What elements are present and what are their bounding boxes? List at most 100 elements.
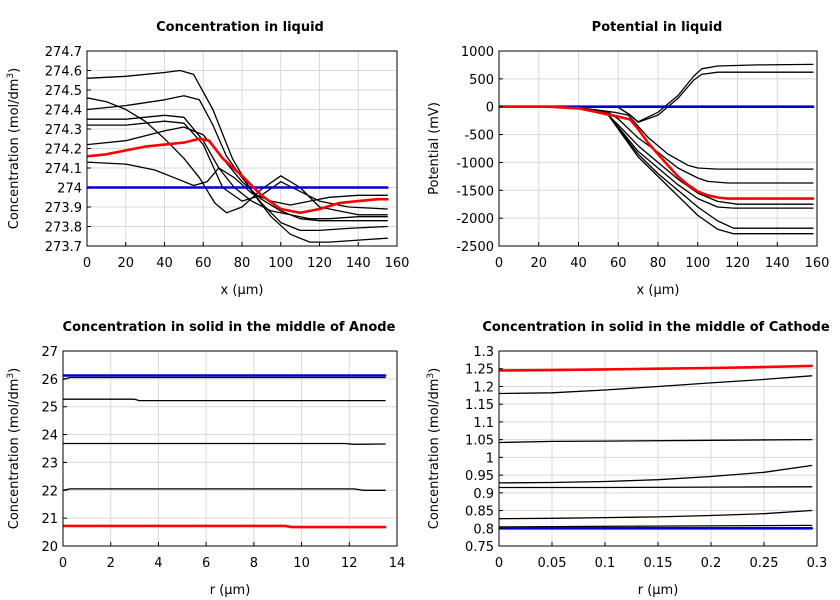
series-line-current bbox=[499, 105, 815, 200]
series-line-current bbox=[499, 364, 813, 372]
chart-title: Concentration in liquid bbox=[156, 20, 324, 35]
y-axis-label-main: Concentration (mol/dm bbox=[7, 379, 22, 530]
y-tick-label: 274.6 bbox=[45, 65, 82, 80]
x-tick-label: 0 bbox=[83, 256, 91, 271]
series-line-other bbox=[63, 398, 386, 402]
x-tick-label: 120 bbox=[307, 256, 332, 271]
y-tick-label: 24 bbox=[41, 429, 58, 444]
y-axis-label-main: Potential (mV) bbox=[427, 102, 442, 195]
y-tick-label: -1000 bbox=[456, 156, 494, 171]
chart-solid-cathode: 0 0.05 0.1 0.15 0.2 0.25 0.3 0.75 0.8 0.85 0.9 0.95… bbox=[426, 320, 830, 598]
y-tick-label: 0.85 bbox=[465, 505, 494, 520]
series-line-other bbox=[499, 464, 813, 484]
x-tick-label: 120 bbox=[725, 256, 750, 271]
y-tick-label: 0.75 bbox=[465, 540, 494, 555]
y-tick-label: 21 bbox=[41, 512, 58, 527]
y-axis-label-main: Concentration (mol/dm bbox=[7, 79, 22, 230]
series-line-other bbox=[499, 106, 814, 209]
chart-title: Concentration in solid in the middle of … bbox=[482, 320, 830, 335]
x-tick-label: 80 bbox=[650, 256, 667, 271]
x-tick-label: 20 bbox=[530, 256, 547, 271]
series-line-other bbox=[499, 71, 814, 123]
x-tick-label: 0 bbox=[495, 556, 503, 571]
x-tick-label: 40 bbox=[156, 256, 173, 271]
y-tick-label: 0.8 bbox=[473, 522, 494, 537]
y-tick-label: -2500 bbox=[456, 240, 494, 255]
y-axis-label-superscript: 3 bbox=[6, 73, 16, 79]
series-line-other bbox=[63, 442, 386, 445]
series-line-other bbox=[87, 161, 388, 206]
y-tick-label: 273.9 bbox=[45, 201, 82, 216]
y-tick-label: 1 bbox=[486, 451, 494, 466]
chart-title: Potential in liquid bbox=[592, 20, 723, 35]
y-tick-label: 20 bbox=[41, 540, 58, 555]
y-tick-label: 274.1 bbox=[45, 162, 82, 177]
x-tick-label: 0 bbox=[59, 556, 67, 571]
series-group bbox=[499, 63, 815, 235]
y-tick-label: 0.9 bbox=[473, 487, 494, 502]
y-tick-label: 500 bbox=[469, 73, 494, 88]
y-tick-label: 274.3 bbox=[45, 123, 82, 138]
series-line-other bbox=[63, 488, 386, 491]
y-tick-label: 274.7 bbox=[45, 45, 82, 60]
y-tick-label: 1.25 bbox=[465, 363, 494, 378]
x-tick-label: 4 bbox=[154, 556, 162, 571]
chart-liquid-potential: 0 20 40 60 80 100 120 140 160 -2500 -2000 -1500 -100… bbox=[427, 20, 829, 298]
y-tick-label: -500 bbox=[464, 129, 494, 144]
series-line-other bbox=[87, 114, 388, 220]
y-tick-label: 1.3 bbox=[473, 345, 494, 360]
x-tick-label: 60 bbox=[610, 256, 627, 271]
y-axis-label-superscript: 3 bbox=[6, 373, 16, 379]
y-tick-label: 1.05 bbox=[465, 434, 494, 449]
x-tick-label: 6 bbox=[202, 556, 210, 571]
x-tick-label: 14 bbox=[389, 556, 406, 571]
x-tick-label: 100 bbox=[685, 256, 710, 271]
y-tick-label: 1.1 bbox=[473, 416, 494, 431]
x-tick-label: 0.25 bbox=[750, 556, 779, 571]
series-group bbox=[87, 69, 389, 243]
series-line-current bbox=[63, 524, 387, 529]
x-tick-label: 0.2 bbox=[701, 556, 722, 571]
y-tick-label: 274.4 bbox=[45, 104, 82, 119]
y-axis-label-superscript: 3 bbox=[426, 373, 436, 379]
y-tick-label: 0 bbox=[486, 101, 494, 116]
x-tick-label: 0.05 bbox=[538, 556, 567, 571]
series-group bbox=[499, 364, 813, 530]
y-tick-label: 273.8 bbox=[45, 221, 82, 236]
y-tick-label: 274.5 bbox=[45, 84, 82, 99]
x-axis-label: x (µm) bbox=[221, 283, 264, 298]
x-tick-label: 8 bbox=[250, 556, 258, 571]
y-axis-label-end: ) bbox=[7, 368, 22, 373]
plot-frame bbox=[62, 350, 398, 547]
x-tick-label: 0 bbox=[495, 256, 503, 271]
series-line-other bbox=[499, 106, 814, 229]
x-tick-label: 160 bbox=[385, 256, 410, 271]
series-group bbox=[63, 374, 387, 529]
x-tick-label: 100 bbox=[268, 256, 293, 271]
series-line-other bbox=[499, 509, 813, 520]
y-tick-label: 1.2 bbox=[473, 380, 494, 395]
chart-title: Concentration in solid in the middle of … bbox=[63, 320, 396, 335]
x-tick-label: 0.1 bbox=[595, 556, 616, 571]
series-line-other bbox=[499, 486, 813, 489]
x-tick-label: 12 bbox=[341, 556, 358, 571]
y-axis-label-main: Concentration (mol/dm bbox=[427, 379, 442, 530]
y-tick-label: 22 bbox=[41, 484, 58, 499]
x-tick-label: 0.3 bbox=[807, 556, 828, 571]
series-line-other bbox=[499, 63, 814, 123]
series-line-other bbox=[87, 95, 388, 232]
y-axis-label: Concentration (mol/dm3) bbox=[6, 368, 22, 530]
y-tick-label: -1500 bbox=[456, 184, 494, 199]
y-tick-label: 0.95 bbox=[465, 469, 494, 484]
series-line-other bbox=[499, 106, 814, 205]
chart-liquid-conc: 0 20 40 60 80 100 120 140 160 273.7 273.8 273.9 274 2… bbox=[6, 20, 409, 298]
y-tick-label: 27 bbox=[41, 345, 58, 360]
y-axis-label-end: ) bbox=[427, 368, 442, 373]
x-tick-label: 10 bbox=[293, 556, 310, 571]
series-line-other bbox=[87, 69, 388, 243]
series-line-other bbox=[499, 375, 813, 395]
x-tick-label: 2 bbox=[107, 556, 115, 571]
x-tick-label: 40 bbox=[570, 256, 587, 271]
x-axis-label: r (µm) bbox=[210, 583, 251, 598]
